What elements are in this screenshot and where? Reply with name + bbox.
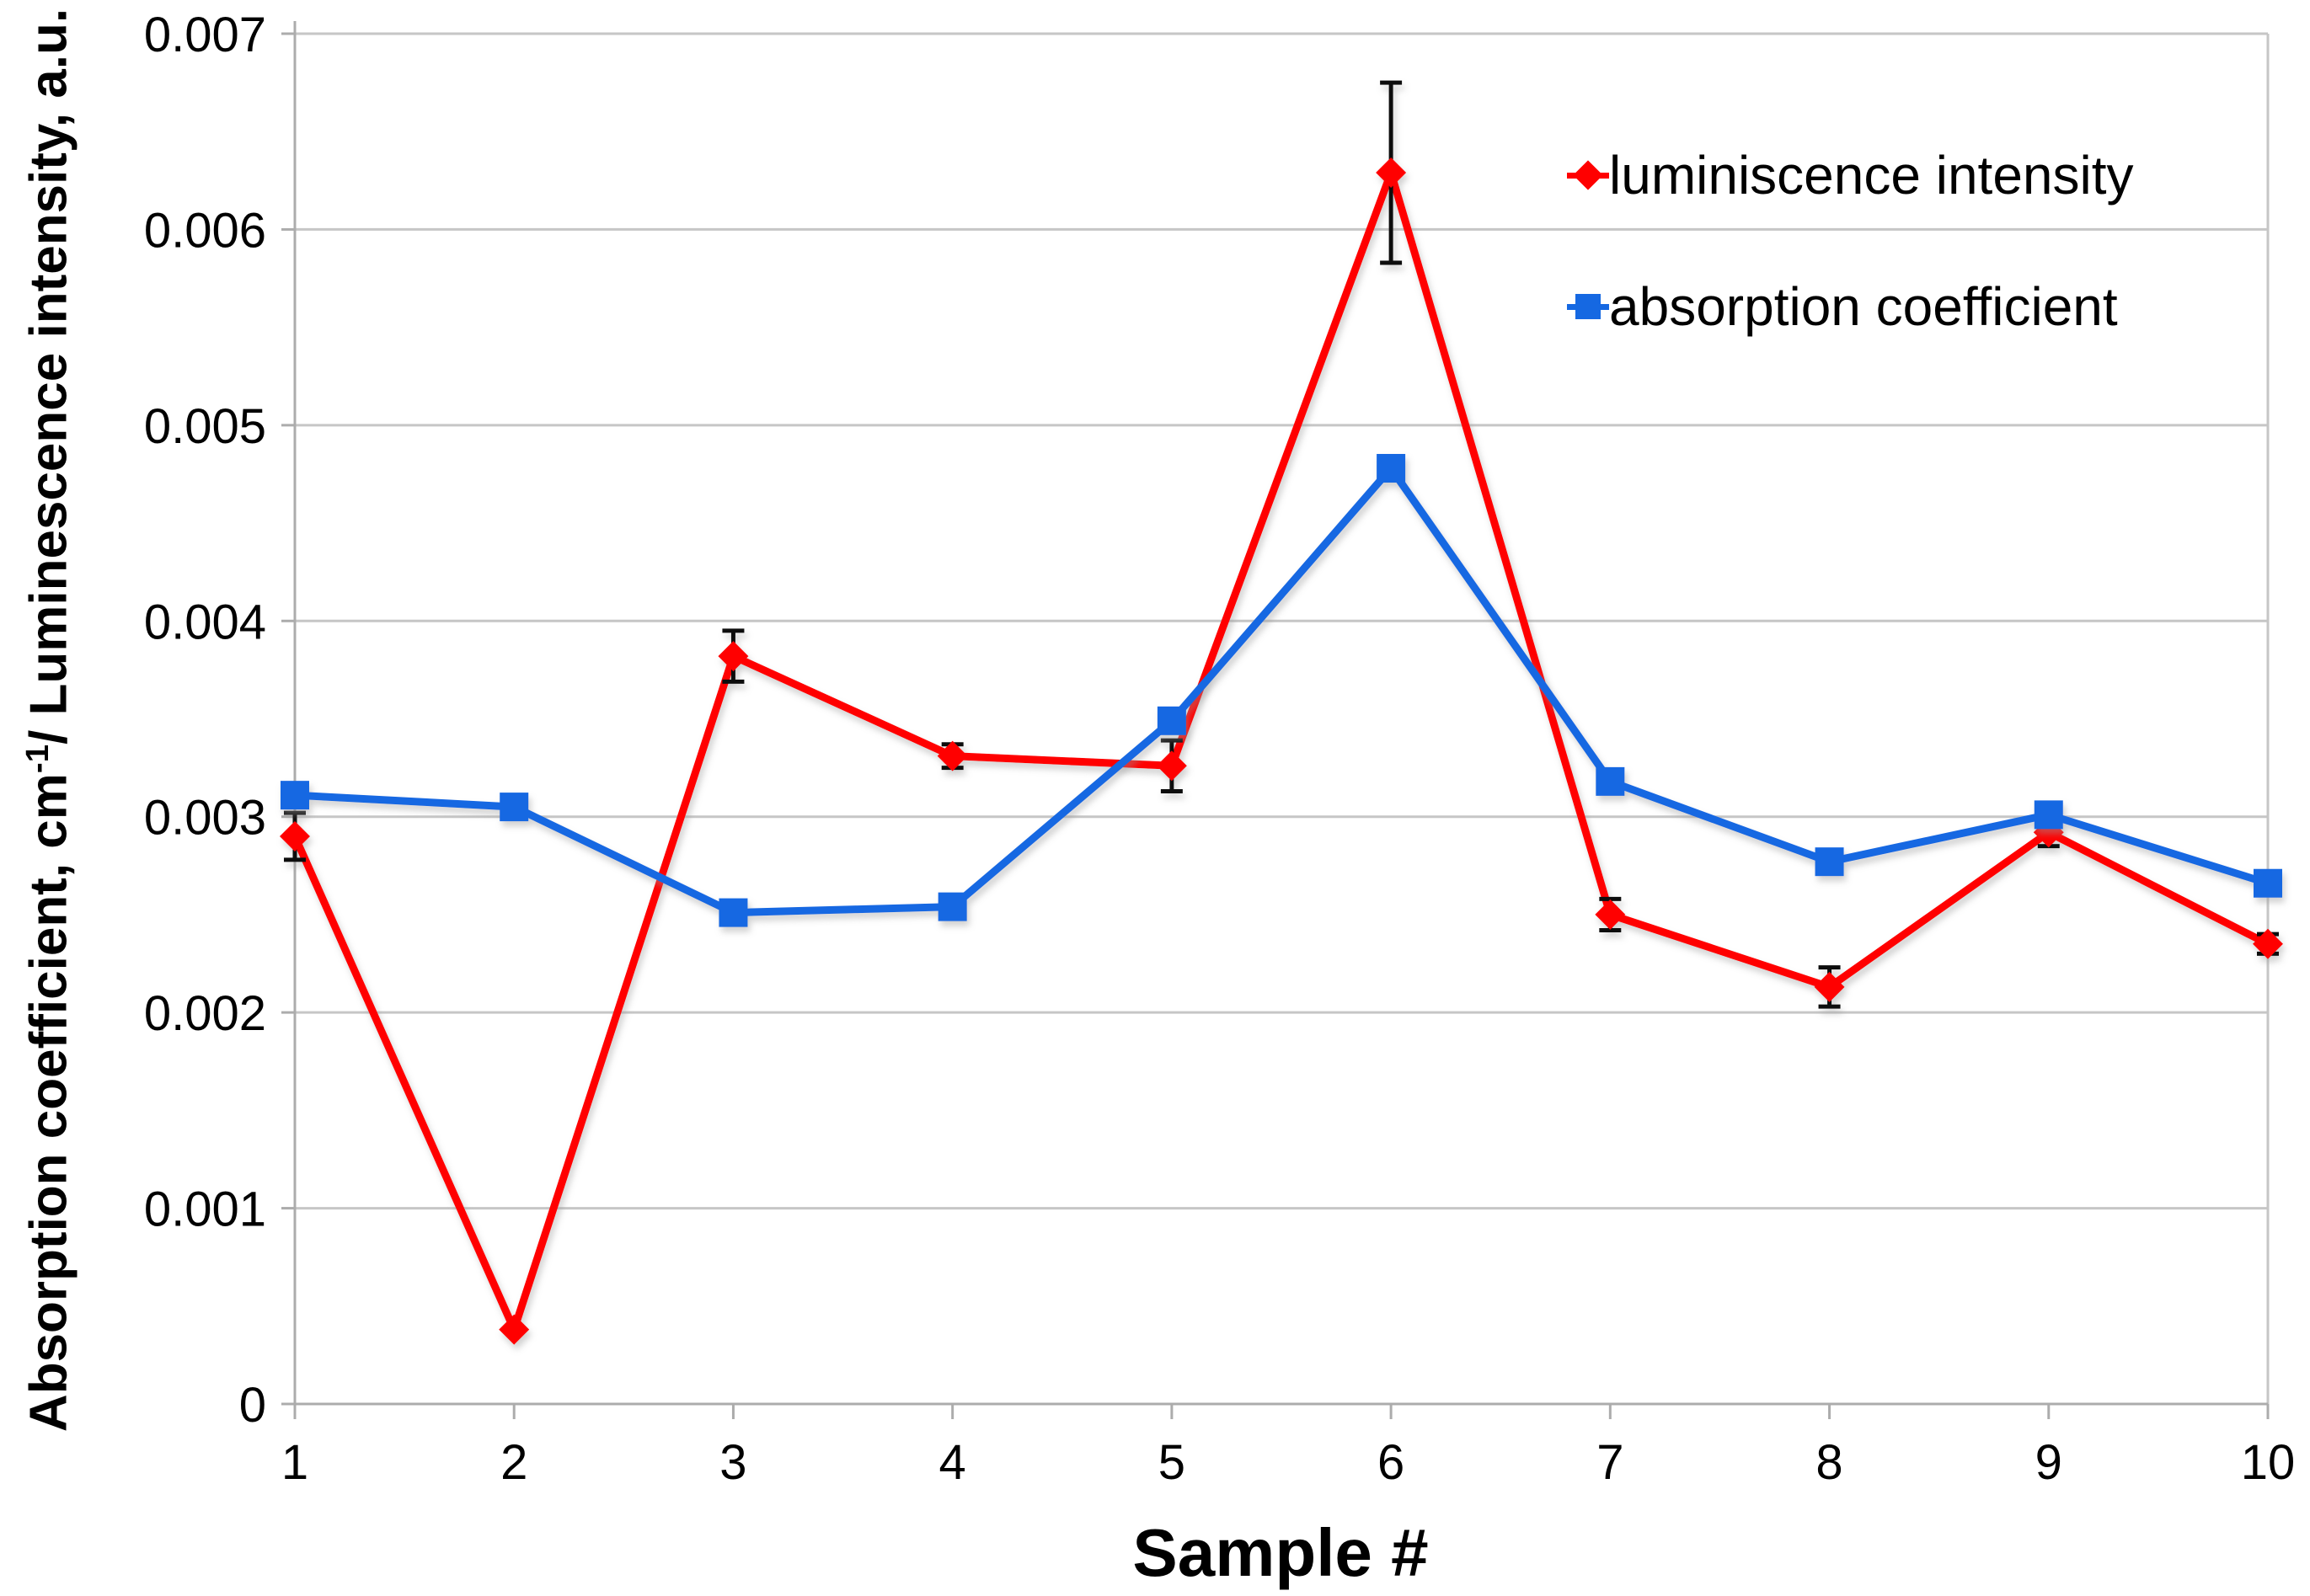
series-absorption-coefficient [281,453,2282,927]
x-tick-label: 9 [2035,1435,2062,1490]
x-tick-label: 1 [281,1435,308,1490]
legend-diamond-marker-icon [1567,158,1609,192]
y-axis-title-superscript: -1 [19,744,56,774]
data-point-diamond [1595,899,1626,930]
data-point-square [500,793,529,822]
x-tick-label: 2 [500,1435,527,1490]
legend-item-absorption-coefficient: absorption coefficient [1567,275,2134,339]
y-tick-label: 0.006 [144,203,266,258]
data-point-diamond [499,1314,530,1345]
x-tick-label: 4 [939,1435,966,1490]
x-axis-title: Sample # [1132,1515,1429,1590]
legend-square-marker-icon [1567,290,1609,323]
y-axis-title-text-2: / Luminescence intensity, a.u. [19,8,78,745]
y-tick-label: 0.002 [144,986,266,1041]
legend-diamond-shape [1573,160,1603,190]
y-tick-label: 0.001 [144,1182,266,1237]
series-line [291,168,2270,1334]
data-point-square [281,781,309,810]
y-tick-label: 0.004 [144,595,266,649]
data-point-diamond [1376,157,1407,189]
data-point-diamond [2253,928,2283,959]
data-point-square [1596,766,1625,796]
data-point-square [2254,868,2282,898]
y-tick-label: 0.003 [144,791,266,846]
data-point-diamond [718,641,749,672]
data-point-square [1377,453,1406,483]
data-point-square [1157,706,1186,735]
data-point-diamond [937,740,968,771]
y-tick-label: 0 [239,1378,266,1433]
data-point-diamond [1156,750,1187,782]
series-line [294,464,2270,917]
x-tick-label: 5 [1158,1435,1185,1490]
data-point-square [938,892,967,921]
x-tick-label: 10 [2241,1435,2296,1490]
legend-square-shape [1575,294,1601,319]
data-point-square [719,898,748,927]
x-tick-label: 3 [719,1435,746,1490]
data-point-diamond [1814,971,1845,1002]
y-tick-label: 0.005 [144,399,266,454]
legend-item-luminiscence-intensity: luminiscence intensity [1567,143,2134,207]
x-tick-label: 6 [1377,1435,1404,1490]
data-point-square [1815,847,1844,877]
y-axis-title-text: Absorption coefficient, cm [19,773,78,1433]
data-point-diamond [280,820,310,851]
x-tick-label: 7 [1596,1435,1623,1490]
legend: luminiscence intensity absorption coeffi… [1567,143,2134,339]
y-tick-label: 0.007 [144,8,266,62]
y-axis-title: Absorption coefficient, cm-1/ Luminescen… [19,8,79,1432]
legend-label-absorption: absorption coefficient [1609,276,2118,337]
legend-label-luminiscence: luminiscence intensity [1609,145,2134,206]
data-point-square [2034,800,2063,830]
x-tick-label: 8 [1815,1435,1842,1490]
